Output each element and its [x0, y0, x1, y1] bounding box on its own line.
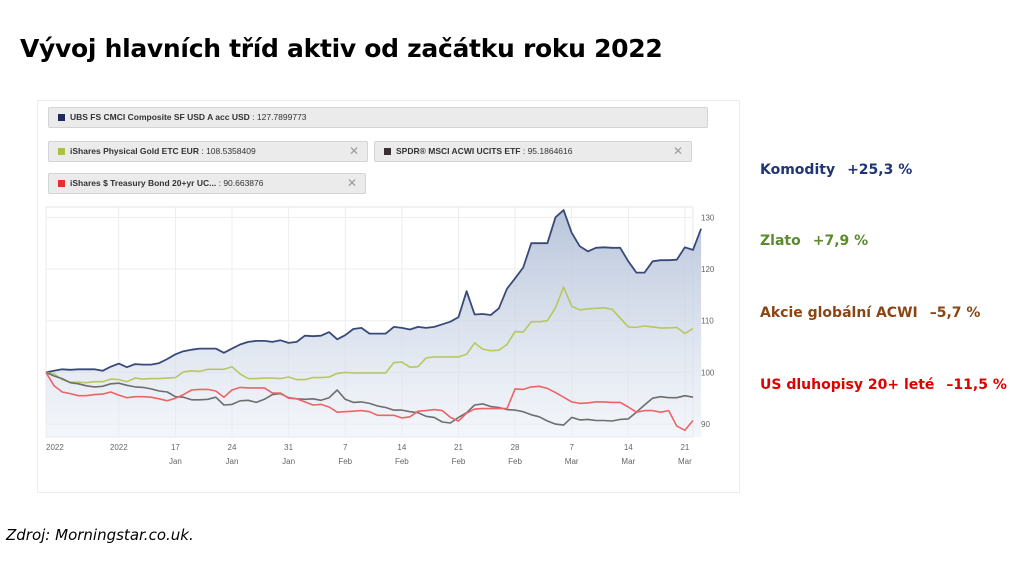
x-tick-month-label: Jan [169, 457, 182, 466]
legend-item-gold[interactable]: iShares Physical Gold ETC EUR : 108.5358… [48, 141, 368, 162]
y-tick-label: 120 [701, 265, 715, 274]
side-label-name: Akcie globální ACWI [760, 305, 918, 321]
legend-swatch [58, 114, 65, 121]
x-tick-label: 24 [228, 443, 237, 452]
y-tick-label: 130 [701, 213, 715, 222]
legend-name: UBS FS CMCI Composite SF USD A acc USD [70, 112, 250, 122]
x-tick-label: 21 [680, 443, 689, 452]
x-tick-month-label: Mar [621, 457, 635, 466]
close-icon[interactable]: ✕ [348, 144, 359, 158]
series-line [45, 371, 694, 432]
series-line [45, 371, 694, 426]
legend-swatch [58, 180, 65, 187]
close-icon[interactable]: ✕ [346, 176, 357, 190]
side-label-change: –5,7 % [929, 305, 981, 321]
x-tick-label: 2022 [46, 443, 64, 452]
legend-value: 90.663876 [223, 178, 264, 188]
x-tick-label: 7 [343, 443, 348, 452]
legend-swatch [58, 148, 65, 155]
x-tick-label: 17 [171, 443, 180, 452]
chart-panel: UBS FS CMCI Composite SF USD A acc USD :… [37, 100, 740, 493]
legend-name: SPDR® MSCI ACWI UCITS ETF [396, 146, 521, 156]
y-tick-label: 110 [701, 317, 714, 326]
x-tick-month-label: Feb [508, 457, 522, 466]
x-tick-label: 2022 [110, 443, 128, 452]
legend-value: 95.1864616 [527, 146, 573, 156]
x-tick-month-label: Feb [395, 457, 409, 466]
side-label-zlato: Zlato +7,9 % [760, 233, 868, 249]
side-label-change: –11,5 % [946, 377, 1007, 393]
y-tick-label: 100 [701, 368, 715, 377]
side-label-name: US dluhopisy 20+ leté [760, 377, 935, 393]
x-tick-month-label: Jan [282, 457, 295, 466]
x-tick-month-label: Jan [226, 457, 239, 466]
side-label-name: Zlato [760, 233, 801, 249]
source-note: Zdroj: Morningstar.co.uk. [6, 526, 194, 544]
x-tick-month-label: Mar [565, 457, 579, 466]
series-line [45, 286, 694, 384]
legend-item-ubs-cmci[interactable]: UBS FS CMCI Composite SF USD A acc USD :… [48, 107, 708, 128]
x-tick-label: 31 [284, 443, 293, 452]
series-line [45, 209, 702, 374]
x-tick-label: 21 [454, 443, 463, 452]
side-label-name: Komodity [760, 162, 836, 178]
x-tick-month-label: Feb [338, 457, 352, 466]
side-label-change: +25,3 % [847, 162, 913, 178]
legend-name: iShares Physical Gold ETC EUR [70, 146, 199, 156]
page-title: Vývoj hlavních tříd aktiv od začátku rok… [20, 34, 663, 63]
side-label-akcie: Akcie globální ACWI –5,7 % [760, 305, 980, 321]
legend-value: 127.7899773 [256, 112, 307, 122]
legend-swatch [384, 148, 391, 155]
x-tick-month-label: Mar [678, 457, 692, 466]
x-tick-label: 28 [511, 443, 520, 452]
series-area [46, 210, 702, 437]
x-tick-label: 14 [397, 443, 406, 452]
side-label-dluhopisy: US dluhopisy 20+ leté –11,5 % [760, 377, 1007, 393]
legend-name: iShares $ Treasury Bond 20+yr UC... [70, 178, 217, 188]
x-tick-label: 7 [569, 443, 574, 452]
legend-item-treasury[interactable]: iShares $ Treasury Bond 20+yr UC... : 90… [48, 173, 366, 194]
x-tick-label: 14 [624, 443, 633, 452]
x-tick-month-label: Feb [452, 457, 466, 466]
legend-value: 108.5358409 [206, 146, 256, 156]
side-label-komodity: Komodity +25,3 % [760, 162, 912, 178]
close-icon[interactable]: ✕ [672, 144, 683, 158]
legend-item-acwi[interactable]: SPDR® MSCI ACWI UCITS ETF : 95.1864616 ✕ [374, 141, 692, 162]
line-chart: 90 100 110 120 130 2022 2022 17 Jan 24 Jan 31 Jan 7 Fe… [45, 206, 715, 466]
side-label-change: +7,9 % [812, 233, 869, 249]
y-tick-label: 90 [701, 420, 710, 429]
